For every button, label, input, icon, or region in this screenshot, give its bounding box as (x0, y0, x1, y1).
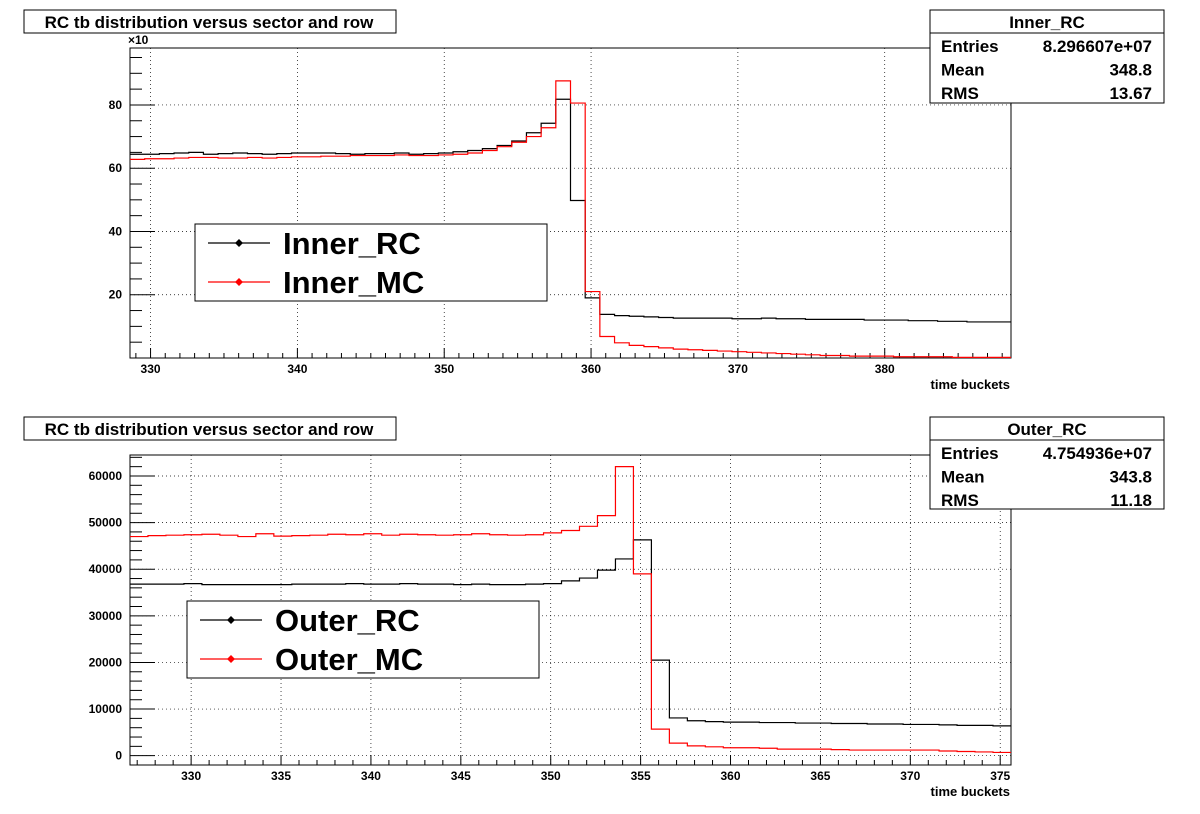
stats-mean-value: 343.8 (1109, 468, 1152, 487)
stats-box (929, 9, 1165, 104)
x-tick-label: 350 (434, 362, 454, 376)
series-line-outer-rc (130, 539, 1011, 727)
stats-box (929, 416, 1165, 510)
y-tick-label: 30000 (89, 609, 123, 623)
chart-title: RC tb distribution versus sector and row (45, 420, 374, 439)
x-tick-label: 380 (875, 362, 895, 376)
x-tick-label: 370 (900, 769, 920, 783)
y-multiplier-label: ×10 (128, 33, 149, 47)
legend-box (194, 223, 548, 302)
stats-entries-value: 4.754936e+07 (1043, 444, 1152, 463)
stats-rms-value: 11.18 (1110, 491, 1152, 510)
y-tick-label: 0 (115, 749, 122, 763)
x-tick-label: 340 (287, 362, 307, 376)
x-tick-label: 340 (361, 769, 381, 783)
x-tick-label: 360 (581, 362, 601, 376)
series-line-inner-mc (130, 80, 1011, 358)
y-tick-label: 60 (109, 161, 123, 175)
x-tick-label: 360 (721, 769, 741, 783)
stats-name: Outer_RC (1007, 420, 1086, 439)
stats-name: Inner_RC (1009, 13, 1085, 32)
stats-rms-value: 13.67 (1109, 84, 1152, 103)
plot-frame (129, 454, 1012, 766)
stats-rms-label: RMS (941, 491, 979, 510)
x-tick-label: 365 (810, 769, 830, 783)
y-tick-label: 40 (109, 224, 123, 238)
x-tick-label: 345 (451, 769, 471, 783)
legend-key-marker (235, 278, 243, 286)
stats-entries-label: Entries (941, 444, 999, 463)
x-tick-label: 375 (990, 769, 1010, 783)
legend-entry-label: Outer_RC (275, 603, 420, 638)
x-axis-label: time buckets (931, 784, 1010, 799)
title-box (23, 9, 397, 34)
legend-key-marker (235, 239, 243, 247)
chart-title: RC tb distribution versus sector and row (45, 13, 374, 32)
legend-entry-label: Inner_RC (283, 226, 421, 261)
legend-box (186, 600, 540, 679)
outer-panel: 330 335 340 345 350 355 360 365 370 375 0 10000 2000… (23, 416, 1165, 799)
x-tick-label: 355 (631, 769, 651, 783)
y-tick-label: 20000 (89, 655, 123, 669)
y-tick-label: 80 (109, 98, 123, 112)
stats-mean-label: Mean (941, 468, 984, 487)
title-box (23, 416, 397, 441)
x-tick-label: 330 (141, 362, 161, 376)
y-tick-label: 10000 (89, 702, 123, 716)
x-axis-label: time buckets (931, 377, 1010, 392)
legend-key-marker (227, 616, 235, 624)
stats-entries-value: 8.296607e+07 (1043, 37, 1152, 56)
legend-entry-label: Inner_MC (283, 265, 424, 300)
legend-key-marker (227, 655, 235, 663)
series-line-inner-rc (130, 98, 1011, 323)
x-tick-label: 350 (541, 769, 561, 783)
x-tick-label: 370 (728, 362, 748, 376)
plot-frame (129, 47, 1012, 359)
stats-rms-label: RMS (941, 84, 979, 103)
stats-mean-value: 348.8 (1109, 61, 1152, 80)
x-tick-label: 335 (271, 769, 291, 783)
y-tick-label: 20 (109, 288, 123, 302)
y-tick-label: 60000 (89, 469, 123, 483)
legend-entry-label: Outer_MC (275, 642, 423, 677)
inner-panel: 330 340 350 360 370 380 20 40 60 80 ×10 time bucket… (23, 9, 1165, 392)
series-line-outer-mc (130, 466, 1011, 754)
x-tick-label: 330 (181, 769, 201, 783)
y-tick-label: 50000 (89, 516, 123, 530)
y-tick-label: 40000 (89, 562, 123, 576)
stats-entries-label: Entries (941, 37, 999, 56)
stats-mean-label: Mean (941, 61, 984, 80)
